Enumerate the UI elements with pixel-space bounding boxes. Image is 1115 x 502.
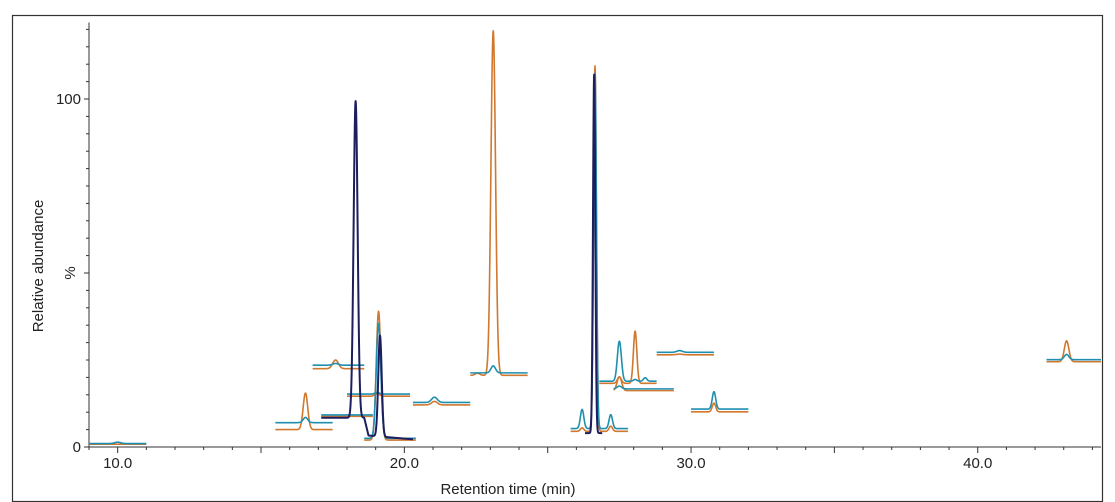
x-tick-label: 40.0 [963,455,992,472]
blue-trace-segment [274,416,334,424]
blue-trace-segment [598,340,658,383]
x-tick-label: 30.0 [676,455,705,472]
blue-trace-segment [469,365,529,374]
orange-trace-segment [412,400,471,406]
orange-trace-segment [598,330,658,385]
navy-trace [584,73,604,435]
blue-trace-segment [88,441,147,445]
orange-trace-segment [656,353,715,356]
blue-trace-segment [312,362,365,367]
x-axis-title: Retention time (min) [440,481,575,498]
blue-trace-segment [1045,353,1102,361]
y-tick-label: 100 [56,91,81,108]
orange-trace-segment [1045,340,1102,363]
orange-trace-segment [274,392,334,431]
traces [88,29,1102,446]
blue-trace-segment [412,396,471,404]
y-tick-label: 0 [73,439,81,456]
y-unit-label: % [62,266,79,279]
plot-frame [11,14,1104,502]
axes: 0 100 10.0 20.0 30.0 40.0 [56,22,1101,472]
blue-trace-segment [570,72,629,430]
x-tick-label: 20.0 [390,455,419,472]
orange-trace-segment [469,29,529,377]
orange-trace-segment [363,310,417,441]
blue-trace-segment [656,349,715,354]
blue-trace-segment [613,385,675,390]
y-axis-title: Relative abundance [30,200,47,333]
orange-trace-segment [690,402,749,413]
navy-trace [320,100,414,441]
blue-trace-segment [363,322,417,440]
x-tick-label: 10.0 [103,455,132,472]
blue-trace-segment [690,390,749,410]
